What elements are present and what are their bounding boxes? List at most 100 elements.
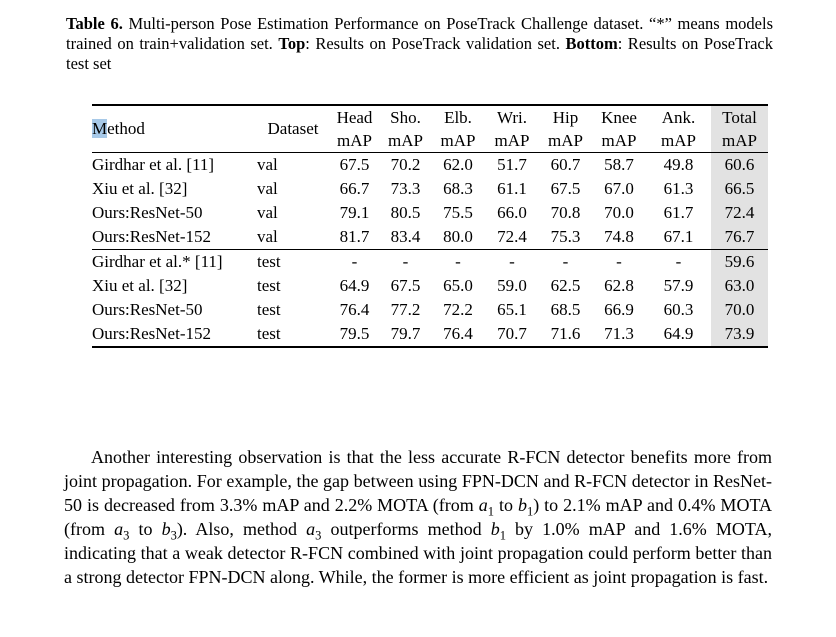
dataset-cell: test <box>257 300 281 319</box>
paragraph-text: to <box>493 495 518 515</box>
paragraph-text: ) to 2.1% mAP and 0.4% MOTA (from <box>64 495 772 539</box>
table-cell: 80.0 <box>443 227 473 246</box>
dataset-cell: test <box>257 276 281 295</box>
body-paragraph: Another interesting observation is that … <box>64 445 772 589</box>
table-row: Girdhar et al. [11] val 67.5 70.2 62.0 5… <box>92 152 768 177</box>
table-cell: - <box>592 249 646 274</box>
table-row: Girdhar et al.* [11] test - - - - - - - … <box>92 249 768 274</box>
paragraph-text: by 1.0% mAP and 1.6% MOTA, indicating th… <box>64 519 772 587</box>
column-header-total-map: Total mAP <box>711 105 768 153</box>
column-header-method: Method <box>92 105 257 153</box>
table-cell: 80.5 <box>390 203 421 222</box>
total-map-cell-best: 76.7 <box>711 225 768 250</box>
caption-text: : Results on PoseTrack test set <box>66 34 773 73</box>
table-row: Xiu et al. [32] val 66.7 73.3 68.3 61.1 … <box>92 177 768 201</box>
dataset-cell: val <box>257 155 278 174</box>
total-map-cell: 70.0 <box>711 298 768 322</box>
table-row: Xiu et al. [32] test 64.9 67.5 65.0 59.0… <box>92 274 768 298</box>
table-cell: 49.8 <box>663 155 694 174</box>
table-cell: 76.4 <box>339 300 370 319</box>
table-cell: 71.3 <box>604 324 634 343</box>
dataset-cell: val <box>257 227 278 246</box>
caption-top-label: Top <box>278 34 306 53</box>
table-cell: 62.8 <box>604 276 634 295</box>
table-cell: 67.5 <box>550 179 581 198</box>
method-cell: Xiu et al. [32] <box>92 276 188 295</box>
table-cell: 60.3 <box>663 300 694 319</box>
total-map-cell: 60.6 <box>711 152 768 177</box>
method-header-label-with-selection: Method <box>92 119 145 138</box>
table-cell: 61.1 <box>497 179 527 198</box>
table-cell: 66.7 <box>339 179 370 198</box>
math-subscript: 1 <box>499 528 506 543</box>
table-cell: - <box>380 249 431 274</box>
table-cell: - <box>485 249 539 274</box>
table-cell: 74.8 <box>604 227 634 246</box>
math-var: a <box>114 519 124 539</box>
math-subscript: 1 <box>526 504 534 519</box>
table-cell: 76.4 <box>443 324 473 343</box>
table-cell: 67.0 <box>604 179 634 198</box>
table-cell: 64.9 <box>339 276 370 295</box>
column-header-ank-map: Ank. mAP <box>646 105 711 153</box>
dataset-cell: val <box>257 179 278 198</box>
table-row: Ours:ResNet-50 test 76.4 77.2 72.2 65.1 … <box>92 298 768 322</box>
column-header-dataset: Dataset <box>257 105 329 153</box>
table-caption: Table 6. Multi-person Pose Estimation Pe… <box>66 14 773 74</box>
paragraph-text: ). Also, method <box>176 519 307 539</box>
header-row: Method Dataset Head mAP Sho. mAP Elb. mAP W… <box>92 105 768 153</box>
table-cell: 64.9 <box>663 324 694 343</box>
table-cell: 70.0 <box>604 203 634 222</box>
table-cell: 67.5 <box>339 155 370 174</box>
paragraph-text: Another interesting observation is that … <box>64 447 772 515</box>
table-cell: 67.1 <box>663 227 694 246</box>
table-cell: 79.5 <box>339 324 370 343</box>
math-subscript: 3 <box>315 528 322 543</box>
table-cell: - <box>646 249 711 274</box>
table-cell: 79.1 <box>339 203 370 222</box>
table-cell: 75.5 <box>443 203 473 222</box>
table-cell: - <box>329 249 380 274</box>
math-var: b <box>490 519 500 539</box>
column-header-hip-map: Hip mAP <box>539 105 592 153</box>
table-cell: 67.5 <box>390 276 421 295</box>
total-map-cell: 59.6 <box>711 249 768 274</box>
table-cell: 66.9 <box>604 300 634 319</box>
table-cell: 62.5 <box>550 276 581 295</box>
table-cell: 70.2 <box>390 155 421 174</box>
math-var: b <box>517 495 527 515</box>
table-cell: 71.6 <box>550 324 581 343</box>
column-header-knee-map: Knee mAP <box>592 105 646 153</box>
total-map-cell: 72.4 <box>711 201 768 225</box>
math-subscript: 3 <box>170 528 177 543</box>
table-cell: 75.3 <box>550 227 581 246</box>
method-cell: Girdhar et al. [11] <box>92 155 215 174</box>
table-cell: 70.7 <box>497 324 527 343</box>
method-cell: Ours:ResNet-50 <box>92 203 203 222</box>
column-header-elb-map: Elb. mAP <box>431 105 485 153</box>
paragraph-text: to <box>129 519 162 539</box>
table-cell: 61.7 <box>663 203 694 222</box>
table-cell: 81.7 <box>339 227 370 246</box>
method-cell: Girdhar et al.* [11] <box>92 249 257 274</box>
paragraph-text: outperforms method <box>321 519 491 539</box>
table-cell: - <box>431 249 485 274</box>
total-map-cell: 66.5 <box>711 177 768 201</box>
results-table-container: Method Dataset Head mAP Sho. mAP Elb. mAP W… <box>92 104 768 348</box>
table-row: Ours:ResNet-152 val 81.7 83.4 80.0 72.4 … <box>92 225 768 250</box>
caption-table-number: Table 6. <box>66 14 123 33</box>
validation-section: Girdhar et al. [11] val 67.5 70.2 62.0 5… <box>92 152 768 250</box>
caption-text: : Results on PoseTrack validation set. <box>305 34 566 53</box>
table-cell: 70.8 <box>550 203 581 222</box>
method-cell: Ours:ResNet-152 <box>92 227 211 246</box>
table-cell: 73.3 <box>390 179 421 198</box>
table-cell: 66.0 <box>497 203 527 222</box>
math-var: a <box>478 495 488 515</box>
table-cell: 57.9 <box>663 276 694 295</box>
table-cell: 72.4 <box>497 227 527 246</box>
method-cell: Ours:ResNet-50 <box>92 300 203 319</box>
method-cell: Xiu et al. [32] <box>92 179 188 198</box>
caption-bottom-label: Bottom <box>565 34 618 53</box>
math-subscript: 1 <box>487 504 494 519</box>
table-cell: 72.2 <box>443 300 473 319</box>
